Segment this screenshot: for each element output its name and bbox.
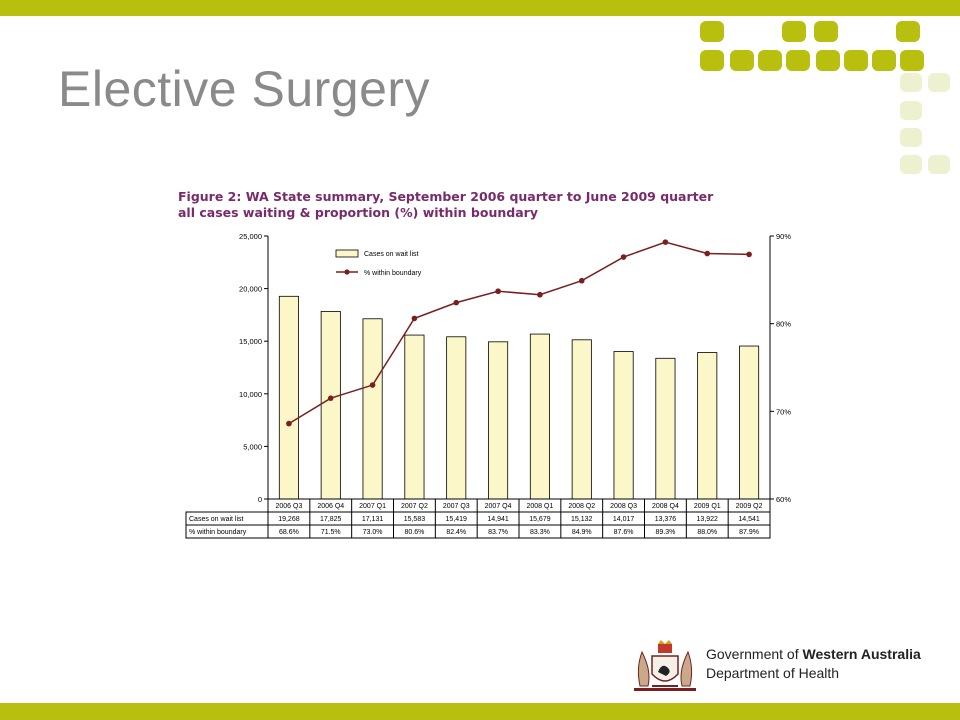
table-cell-cases: 14,017	[613, 516, 635, 523]
line-point	[578, 277, 585, 284]
government-logo: Government of Western Australia Departme…	[632, 638, 952, 694]
x-category-label: 2006 Q3	[275, 503, 302, 510]
table-cell-percent: 82.4%	[446, 529, 466, 536]
line-point	[620, 254, 627, 260]
line-point	[662, 239, 669, 245]
x-category-label: 2008 Q2	[568, 503, 595, 510]
y-left-tick-label: 5,000	[243, 442, 262, 451]
slide-title: Elective Surgery	[58, 61, 431, 117]
bar	[655, 357, 676, 500]
bar	[488, 341, 509, 500]
x-category-label: 2009 Q2	[736, 503, 763, 510]
line-point	[537, 291, 543, 298]
combo-chart: 0 5,000 10,000 15,000 20,000 25,000 60% 70% 80% 9…	[185, 232, 791, 539]
legend-line-label: % within boundary	[364, 270, 422, 277]
chart-title-line2: all cases waiting & proportion (%) withi…	[178, 205, 538, 220]
bar	[362, 318, 383, 500]
series-line	[288, 241, 750, 425]
bar	[739, 345, 760, 500]
bar	[613, 351, 634, 500]
line-point	[746, 251, 752, 258]
table-cell-percent: 89.3%	[655, 529, 675, 536]
bar	[571, 339, 592, 500]
line-point	[327, 395, 334, 401]
table-cell-cases: 17,825	[320, 516, 342, 523]
bar	[529, 333, 550, 500]
y-left-tick-label: 15,000	[239, 337, 262, 346]
chart-title-line1: Figure 2: WA State summary, September 20…	[178, 189, 714, 204]
table-cell-cases: 17,131	[362, 516, 384, 523]
table-cell-cases: 13,376	[655, 516, 677, 523]
table-cell-cases: 15,419	[446, 516, 468, 523]
bar	[278, 295, 299, 500]
y-right-tick-label: 90%	[776, 232, 791, 241]
line-point	[369, 382, 376, 388]
x-category-label: 2006 Q4	[317, 503, 344, 510]
x-category-label: 2008 Q1	[526, 503, 553, 510]
bar	[320, 311, 341, 500]
y-left-tick-label: 0	[258, 495, 262, 504]
line-point	[286, 420, 292, 427]
legend-bar-swatch	[335, 249, 359, 258]
gov-prefix: Government of	[706, 646, 803, 662]
y-left-tick-label: 25,000	[239, 232, 262, 241]
department-name: Department of Health	[706, 665, 840, 681]
legend-bar-label: Cases on wait list	[364, 251, 419, 258]
legend-line-marker	[344, 269, 350, 275]
table-cell-percent: 88.0%	[697, 529, 717, 536]
table-cell-cases: 15,132	[571, 516, 593, 523]
table-row-label-percent: % within boundary	[189, 529, 247, 536]
x-category-label: 2009 Q1	[694, 503, 721, 510]
table-cell-percent: 68.6%	[279, 529, 299, 536]
table-cell-percent: 80.6%	[404, 529, 424, 536]
chart-title: Figure 2: WA State summary, September 20…	[178, 189, 713, 221]
y-right-tick-label: 80%	[776, 320, 791, 329]
x-category-label: 2007 Q1	[359, 503, 386, 510]
table-cell-cases: 13,922	[697, 516, 719, 523]
bar	[404, 334, 425, 500]
decorative-pattern	[700, 21, 950, 174]
chart-container: 0 5,000 10,000 15,000 20,000 25,000 60% 70% 80% 9…	[176, 186, 796, 556]
table-cell-percent: 87.6%	[614, 529, 634, 536]
y-right-tick-label: 70%	[776, 407, 791, 416]
table-cell-percent: 83.3%	[530, 529, 550, 536]
gov-state: Western Australia	[802, 646, 921, 662]
line-point	[411, 315, 418, 322]
table-row-label-cases: Cases on wait list	[189, 516, 244, 523]
table-cell-percent: 73.0%	[363, 529, 383, 536]
government-name: Government of Western Australia	[706, 646, 921, 662]
y-left-tick-label: 20,000	[239, 285, 262, 294]
y-right-tick-label: 60%	[776, 495, 791, 504]
table-cell-cases: 15,583	[404, 516, 426, 523]
line-point	[453, 299, 460, 306]
x-category-label: 2007 Q4	[485, 503, 512, 510]
table-cell-percent: 83.7%	[488, 529, 508, 536]
table-cell-cases: 15,679	[529, 516, 551, 523]
line-point	[704, 250, 711, 257]
table-cell-cases: 14,941	[487, 516, 509, 523]
x-category-label: 2007 Q2	[401, 503, 428, 510]
x-category-label: 2008 Q4	[652, 503, 679, 510]
bar	[697, 352, 718, 500]
line-point	[495, 288, 501, 295]
y-left-tick-label: 10,000	[239, 390, 262, 399]
table-cell-cases: 14,541	[738, 516, 760, 523]
table-cell-percent: 71.5%	[321, 529, 341, 536]
table-cell-percent: 87.9%	[739, 529, 759, 536]
x-category-label: 2007 Q3	[443, 503, 470, 510]
table-cell-percent: 84.9%	[572, 529, 592, 536]
x-category-label: 2008 Q3	[610, 503, 637, 510]
bottom-accent-bar	[0, 703, 960, 720]
coat-of-arms-icon	[634, 640, 696, 691]
table-cell-cases: 19,268	[278, 516, 300, 523]
bar	[446, 336, 467, 500]
top-accent-bar	[0, 0, 960, 16]
